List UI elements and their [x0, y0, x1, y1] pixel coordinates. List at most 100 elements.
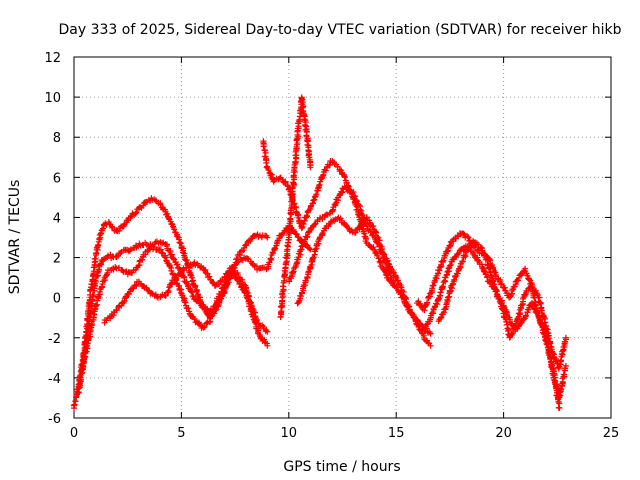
data-point-marker — [313, 191, 320, 198]
data-point-marker — [79, 363, 86, 370]
data-point-marker — [547, 358, 554, 365]
data-point-marker — [201, 323, 208, 330]
data-point-marker — [176, 239, 183, 246]
data-point-marker — [287, 215, 294, 222]
data-point-marker — [95, 241, 102, 248]
data-point-marker — [549, 350, 556, 357]
data-point-marker — [489, 277, 496, 284]
y-tick-label: 6 — [53, 171, 61, 186]
series-track-2 — [75, 224, 314, 396]
data-point-marker — [168, 220, 175, 227]
data-point-marker — [392, 273, 399, 280]
series-track-3 — [79, 243, 271, 373]
data-point-marker — [547, 343, 554, 350]
data-point-marker — [385, 267, 392, 274]
data-point-marker — [191, 259, 198, 266]
x-tick-label: 20 — [495, 426, 512, 441]
data-point-marker — [310, 197, 317, 204]
data-point-marker — [71, 401, 78, 408]
data-point-marker — [218, 288, 225, 295]
data-point-marker — [162, 254, 169, 261]
x-tick-label: 5 — [177, 426, 185, 441]
data-point-marker — [354, 198, 361, 205]
data-point-marker — [444, 248, 451, 255]
data-point-marker — [222, 278, 229, 285]
data-point-marker — [302, 277, 309, 284]
data-point-marker — [183, 257, 190, 264]
data-point-marker — [412, 317, 419, 324]
data-point-marker — [99, 281, 106, 288]
data-point-marker — [152, 197, 159, 204]
data-point-marker — [264, 234, 271, 241]
data-point-marker — [467, 243, 474, 250]
data-point-marker — [562, 362, 569, 369]
data-point-marker — [284, 242, 291, 249]
data-point-marker — [187, 288, 194, 295]
data-point-marker — [438, 314, 445, 321]
data-point-marker — [390, 269, 397, 276]
y-axis-label: SDTVAR / TECUs — [7, 180, 23, 295]
data-point-marker — [398, 284, 405, 291]
data-point-marker — [180, 249, 187, 256]
data-point-marker — [298, 95, 305, 102]
data-point-marker — [466, 244, 473, 251]
data-point-marker — [133, 209, 140, 216]
data-point-marker — [195, 291, 202, 298]
y-tick-label: -4 — [48, 372, 61, 387]
data-point-marker — [135, 262, 142, 269]
data-point-marker — [92, 303, 99, 310]
data-point-marker — [448, 261, 455, 268]
data-point-marker — [556, 404, 563, 411]
data-point-marker — [498, 280, 505, 287]
data-point-marker — [464, 233, 471, 240]
data-point-marker — [455, 233, 462, 240]
data-point-marker — [306, 245, 313, 252]
data-point-marker — [164, 210, 171, 217]
plot-frame — [73, 56, 612, 419]
data-point-marker — [157, 246, 164, 253]
data-point-marker — [113, 253, 120, 260]
y-tick-label: 0 — [53, 292, 61, 307]
data-point-marker — [117, 250, 124, 257]
data-point-marker — [445, 265, 452, 272]
data-point-marker — [493, 286, 500, 293]
data-point-marker — [552, 357, 559, 364]
data-point-marker — [477, 244, 484, 251]
data-point-marker — [300, 220, 307, 227]
data-point-marker — [430, 282, 437, 289]
data-point-marker — [188, 278, 195, 285]
data-point-marker — [531, 305, 538, 312]
y-tick-label: 10 — [44, 91, 61, 106]
y-tick-label: -6 — [48, 412, 61, 427]
data-point-marker — [84, 340, 91, 347]
data-point-marker — [140, 202, 147, 209]
data-point-marker — [309, 255, 316, 262]
data-point-marker — [221, 274, 228, 281]
data-point-marker — [264, 342, 271, 349]
data-point-marker — [177, 240, 184, 247]
x-tick-label: 25 — [603, 426, 620, 441]
data-point-marker — [304, 273, 311, 280]
data-point-marker — [75, 385, 82, 392]
data-point-marker — [462, 252, 469, 259]
data-point-marker — [454, 270, 461, 277]
data-point-marker — [272, 245, 279, 252]
data-point-marker — [451, 276, 458, 283]
data-point-marker — [493, 288, 500, 295]
data-point-marker — [440, 257, 447, 264]
data-point-marker — [455, 250, 462, 257]
data-point-marker — [513, 278, 520, 285]
data-point-marker — [408, 310, 415, 317]
data-point-marker — [295, 234, 302, 241]
data-point-marker — [526, 276, 533, 283]
data-point-marker — [439, 283, 446, 290]
x-axis-label: GPS time / hours — [283, 459, 400, 475]
data-point-marker — [267, 255, 274, 262]
data-point-marker — [382, 261, 389, 268]
data-point-marker — [460, 230, 467, 237]
data-point-marker — [363, 214, 370, 221]
data-point-marker — [380, 253, 387, 260]
data-point-marker — [185, 305, 192, 312]
data-point-marker — [116, 227, 123, 234]
